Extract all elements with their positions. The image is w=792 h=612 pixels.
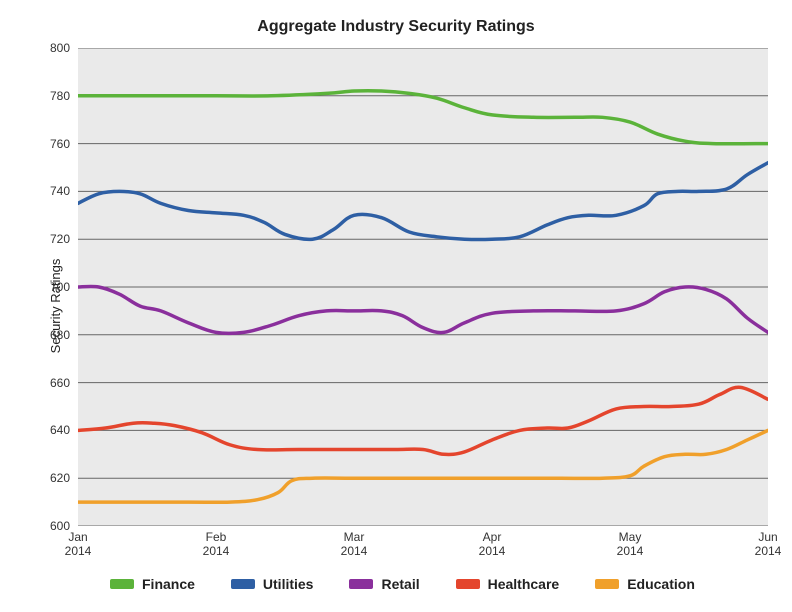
series-retail — [78, 286, 768, 333]
chart-container: Aggregate Industry Security Ratings Secu… — [0, 0, 792, 612]
x-tick: Feb — [186, 530, 246, 544]
x-tick: May — [600, 530, 660, 544]
y-tick: 760 — [30, 137, 70, 151]
x-tick-year: 2014 — [462, 544, 522, 558]
legend-item-finance: Finance — [110, 576, 195, 592]
x-tick: Apr — [462, 530, 522, 544]
y-tick: 680 — [30, 328, 70, 342]
legend-swatch — [595, 579, 619, 589]
chart-svg — [78, 48, 768, 526]
series-utilities — [78, 163, 768, 240]
x-tick-year: 2014 — [48, 544, 108, 558]
legend-item-healthcare: Healthcare — [456, 576, 560, 592]
series-healthcare — [78, 387, 768, 454]
x-tick: Jan — [48, 530, 108, 544]
legend-label: Finance — [142, 576, 195, 592]
legend-label: Retail — [381, 576, 419, 592]
y-tick: 620 — [30, 471, 70, 485]
y-tick: 800 — [30, 41, 70, 55]
y-tick: 640 — [30, 423, 70, 437]
series-finance — [78, 91, 768, 144]
plot-area — [78, 48, 768, 526]
y-tick: 720 — [30, 232, 70, 246]
x-tick-year: 2014 — [186, 544, 246, 558]
y-tick: 660 — [30, 376, 70, 390]
legend: Finance Utilities Retail Healthcare Educatio… — [110, 576, 695, 592]
series-education — [78, 430, 768, 502]
y-tick: 780 — [30, 89, 70, 103]
legend-label: Utilities — [263, 576, 314, 592]
x-tick-year: 2014 — [738, 544, 792, 558]
y-tick: 740 — [30, 184, 70, 198]
x-tick-year: 2014 — [324, 544, 384, 558]
x-tick: Mar — [324, 530, 384, 544]
y-tick: 700 — [30, 280, 70, 294]
legend-item-retail: Retail — [349, 576, 419, 592]
legend-item-utilities: Utilities — [231, 576, 314, 592]
legend-swatch — [349, 579, 373, 589]
chart-title: Aggregate Industry Security Ratings — [0, 18, 792, 36]
legend-swatch — [231, 579, 255, 589]
legend-item-education: Education — [595, 576, 695, 592]
legend-label: Education — [627, 576, 695, 592]
legend-swatch — [110, 579, 134, 589]
x-tick: Jun — [738, 530, 792, 544]
legend-swatch — [456, 579, 480, 589]
legend-label: Healthcare — [488, 576, 560, 592]
x-tick-year: 2014 — [600, 544, 660, 558]
